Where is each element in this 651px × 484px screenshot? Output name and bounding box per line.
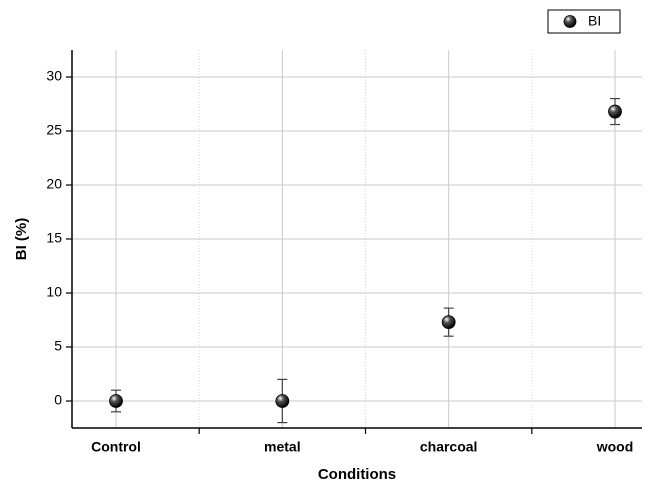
legend-label: BI: [588, 13, 601, 29]
x-tick-label: charcoal: [420, 439, 478, 455]
x-axis-title: Conditions: [318, 466, 396, 483]
data-point: [110, 395, 123, 408]
x-tick-label: Control: [91, 439, 141, 455]
data-point: [609, 105, 622, 118]
page: {"chart_data": {"type": "scatter", "x_la…: [0, 0, 651, 484]
y-tick-label: 0: [54, 392, 62, 408]
x-tick-label: wood: [596, 439, 634, 455]
chart: Conditions BI (%) 0 5 10 15 20 25 30 Control met…: [0, 0, 651, 484]
y-tick-label: 15: [46, 230, 62, 246]
y-tick-label: 25: [46, 122, 62, 138]
legend-box: [548, 10, 620, 33]
x-tick-label: metal: [264, 439, 301, 455]
y-tick-label: 5: [54, 338, 62, 354]
y-tick-label: 10: [46, 284, 62, 300]
data-point: [276, 395, 289, 408]
y-tick-label: 30: [46, 68, 62, 84]
legend-marker: [564, 16, 576, 28]
y-axis-title: BI (%): [13, 218, 30, 261]
y-tick-label: 20: [46, 176, 62, 192]
data-point: [442, 316, 455, 329]
